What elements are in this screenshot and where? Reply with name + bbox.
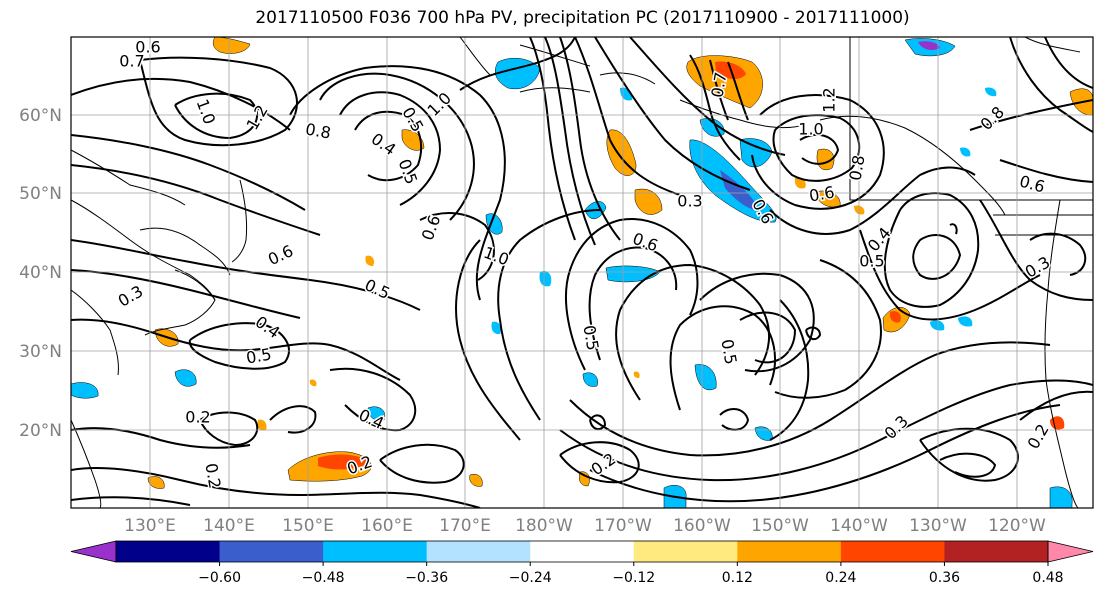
colorbar-tick-label: −0.24 [509,570,552,586]
lat-label: 30°N [19,342,62,362]
colorbar-tick-label: 0.36 [929,570,960,586]
colorbar-extend-low [70,540,117,563]
contour-label: 0.6 [808,182,836,205]
colorbar-extend-high [1047,540,1094,563]
contour-label: 1.0 [798,120,823,139]
positive-anomaly-patches [147,37,1093,489]
lat-label: 60°N [19,106,62,126]
colorbar-outline [115,540,1049,563]
pv-contours [71,37,1093,508]
colorbar-cell [219,541,324,562]
lon-label: 170°W [594,516,652,536]
lon-label: 180°W [515,516,573,536]
lon-label: 160°E [361,516,413,536]
colorbar-tick-label: 0.12 [722,570,753,586]
contour-label: 0.5 [579,324,602,352]
lon-label: 120°W [988,516,1046,536]
colorbar-tick-label: −0.60 [198,570,241,586]
colorbar-tick-label: −0.36 [405,570,448,586]
contour-label: 0.8 [304,119,332,142]
colorbar-cell [840,541,945,562]
lon-label: 150°W [751,516,809,536]
colorbar-cells [70,540,1094,563]
colorbar-cell [323,541,428,562]
lon-label: 130°E [124,516,176,536]
graticule [71,37,1093,508]
colorbar-cell [737,541,842,562]
colorbar: −0.60 −0.48 −0.36 −0.24 −0.12 0.12 0.24 0.36 0.4… [70,540,1094,586]
colorbar-cell [530,541,635,562]
lat-label: 50°N [19,184,62,204]
lat-label: 20°N [19,421,62,441]
contour-label: 0.6 [135,38,160,57]
contour-label: 0.2 [185,408,210,427]
lon-label: 170°E [439,516,491,536]
negative-anomaly-patches [71,38,1073,508]
longitude-labels: 130°E 140°E 150°E 160°E 170°E 180°W 170°… [124,516,1046,536]
latitude-labels: 60°N 50°N 40°N 30°N 20°N [19,106,62,441]
lon-label: 140°W [830,516,888,536]
colorbar-ticks: −0.60 −0.48 −0.36 −0.24 −0.12 0.12 0.24 0.36 0.4… [198,562,1064,586]
contour-label: 0.2 [201,462,224,490]
lon-label: 150°E [282,516,334,536]
contour-label: 0.7 [119,52,144,71]
colorbar-tick-label: 0.48 [1032,570,1063,586]
contour-label: 0.8 [845,154,868,182]
lon-label: 160°W [673,516,731,536]
map-panel: 0.60.71.0 1.2 0.81.00.40.50.50.61.00.50.30… [71,37,1093,508]
lat-label: 40°N [19,263,62,283]
colorbar-cell [426,541,531,562]
lon-label: 130°W [909,516,967,536]
map-title: 2017110500 F036 700 hPa PV, precipitatio… [255,8,910,28]
map-frame [70,36,1094,509]
colorbar-cell [116,541,221,562]
lon-label: 140°E [203,516,255,536]
colorbar-tick-label: −0.48 [302,570,345,586]
colorbar-tick-label: −0.12 [612,570,655,586]
contour-label: 0.3 [677,192,702,211]
contour-label: 1.2 [820,87,839,112]
colorbar-cell [633,541,738,562]
colorbar-tick-label: 0.24 [825,570,856,586]
contour-label: 0.5 [245,344,273,367]
contour-label: 0.5 [859,252,884,271]
colorbar-cell [944,541,1049,562]
